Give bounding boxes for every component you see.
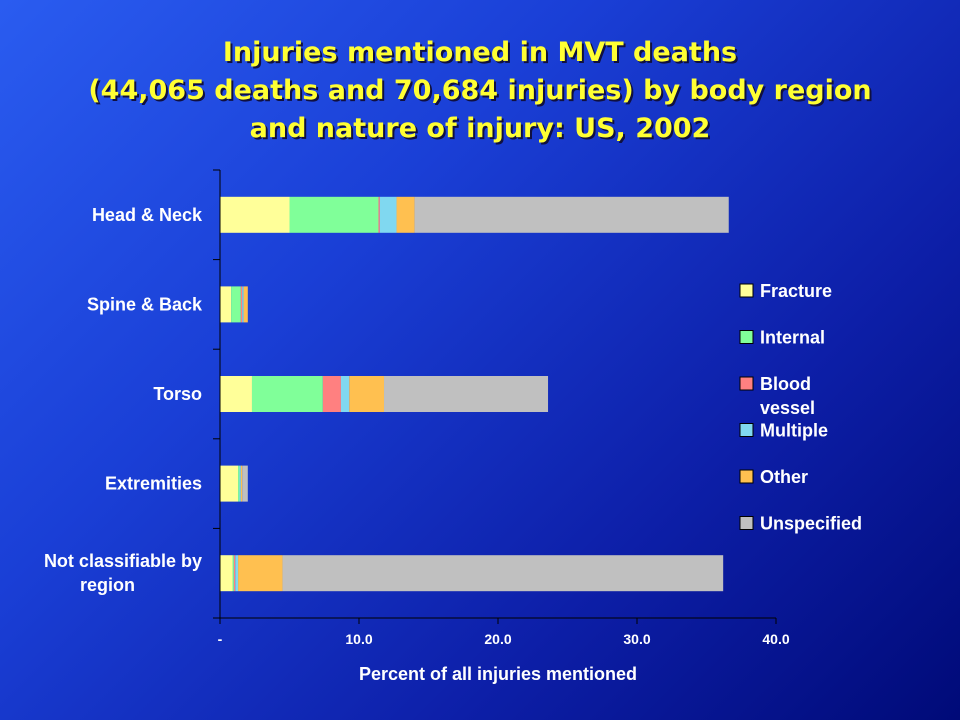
- axes-group: [213, 169, 777, 624]
- legend-swatch-blood-vessel: [739, 376, 754, 391]
- bar-segment-other: [349, 376, 385, 412]
- x-tick-label: 40.0: [762, 631, 789, 647]
- bar-segment-internal: [238, 465, 240, 502]
- x-axis-title: Percent of all injuries mentioned: [359, 664, 637, 684]
- bar-segment-multiple: [379, 196, 397, 233]
- bar-segment-unspecified: [282, 555, 724, 592]
- bar-segment-internal: [232, 555, 234, 592]
- title-line-3: and nature of injury: US, 2002: [249, 113, 711, 144]
- bar-segment-blood-vessel: [322, 376, 341, 412]
- bar-segment-fracture: [220, 376, 252, 412]
- bar-segment-other: [243, 286, 248, 323]
- legend-label: Other: [760, 467, 808, 487]
- legend-label: Unspecified: [760, 514, 862, 534]
- legend-label: Fracture: [760, 281, 832, 301]
- legend-label: Blood: [760, 374, 811, 394]
- bar-segment-internal: [231, 286, 241, 323]
- bar-segment-other: [240, 465, 243, 502]
- bar-segment-multiple: [239, 465, 241, 502]
- legend-label: Multiple: [760, 421, 828, 441]
- legend-swatch-internal: [739, 330, 754, 344]
- bar-segment-fracture: [220, 465, 239, 502]
- bar-segment-blood-vessel: [378, 196, 380, 233]
- bar-segment-multiple: [235, 555, 239, 592]
- x-tick-label: 20.0: [484, 631, 511, 647]
- legend: Fracture Internal Blood vessel Multiple Other…: [739, 281, 862, 534]
- bar-segment-unspecified: [384, 376, 549, 412]
- legend-swatch-unspecified: [739, 516, 754, 530]
- x-tick-labels: - 10.0 20.0 30.0 40.0: [218, 631, 790, 647]
- category-label: Head & Neck: [92, 205, 203, 225]
- bar-segment-other: [396, 196, 415, 233]
- bar-segment-unspecified: [242, 465, 248, 502]
- bar-segment-internal: [289, 196, 379, 233]
- bar-segment-unspecified: [414, 196, 729, 233]
- category-label: Torso: [153, 384, 202, 404]
- category-label: region: [80, 575, 135, 595]
- title-line-1: Injuries mentioned in MVT deaths: [222, 37, 738, 68]
- bar-segment-fracture: [220, 286, 232, 323]
- category-label: Extremities: [105, 474, 202, 494]
- bar-segment-blood-vessel: [233, 555, 236, 592]
- bar-segment-fracture: [220, 196, 290, 233]
- bars-group: [220, 196, 729, 592]
- category-label: Not classifiable by: [44, 551, 202, 571]
- bar-segment-multiple: [242, 286, 244, 323]
- title-line-2: (44,065 deaths and 70,684 injuries) by b…: [88, 75, 872, 106]
- legend-label: Internal: [760, 328, 825, 348]
- legend-label: vessel: [760, 398, 815, 418]
- chart-title: Injuries mentioned in MVT deaths (44,065…: [0, 34, 960, 148]
- category-labels: Head & Neck Spine & Back Torso Extremities N…: [44, 205, 203, 595]
- category-label: Spine & Back: [87, 294, 203, 314]
- bar-segment-multiple: [340, 376, 350, 412]
- legend-swatch-fracture: [739, 283, 754, 298]
- bar-segment-other: [238, 555, 283, 592]
- x-tick-label: -: [218, 631, 223, 647]
- bar-segment-internal: [251, 376, 323, 412]
- legend-swatch-multiple: [739, 423, 754, 437]
- x-tick-label: 30.0: [623, 631, 650, 647]
- legend-swatch-other: [739, 469, 754, 484]
- x-tick-label: 10.0: [345, 631, 372, 647]
- bar-segment-blood-vessel: [240, 286, 243, 323]
- bar-segment-fracture: [220, 555, 233, 592]
